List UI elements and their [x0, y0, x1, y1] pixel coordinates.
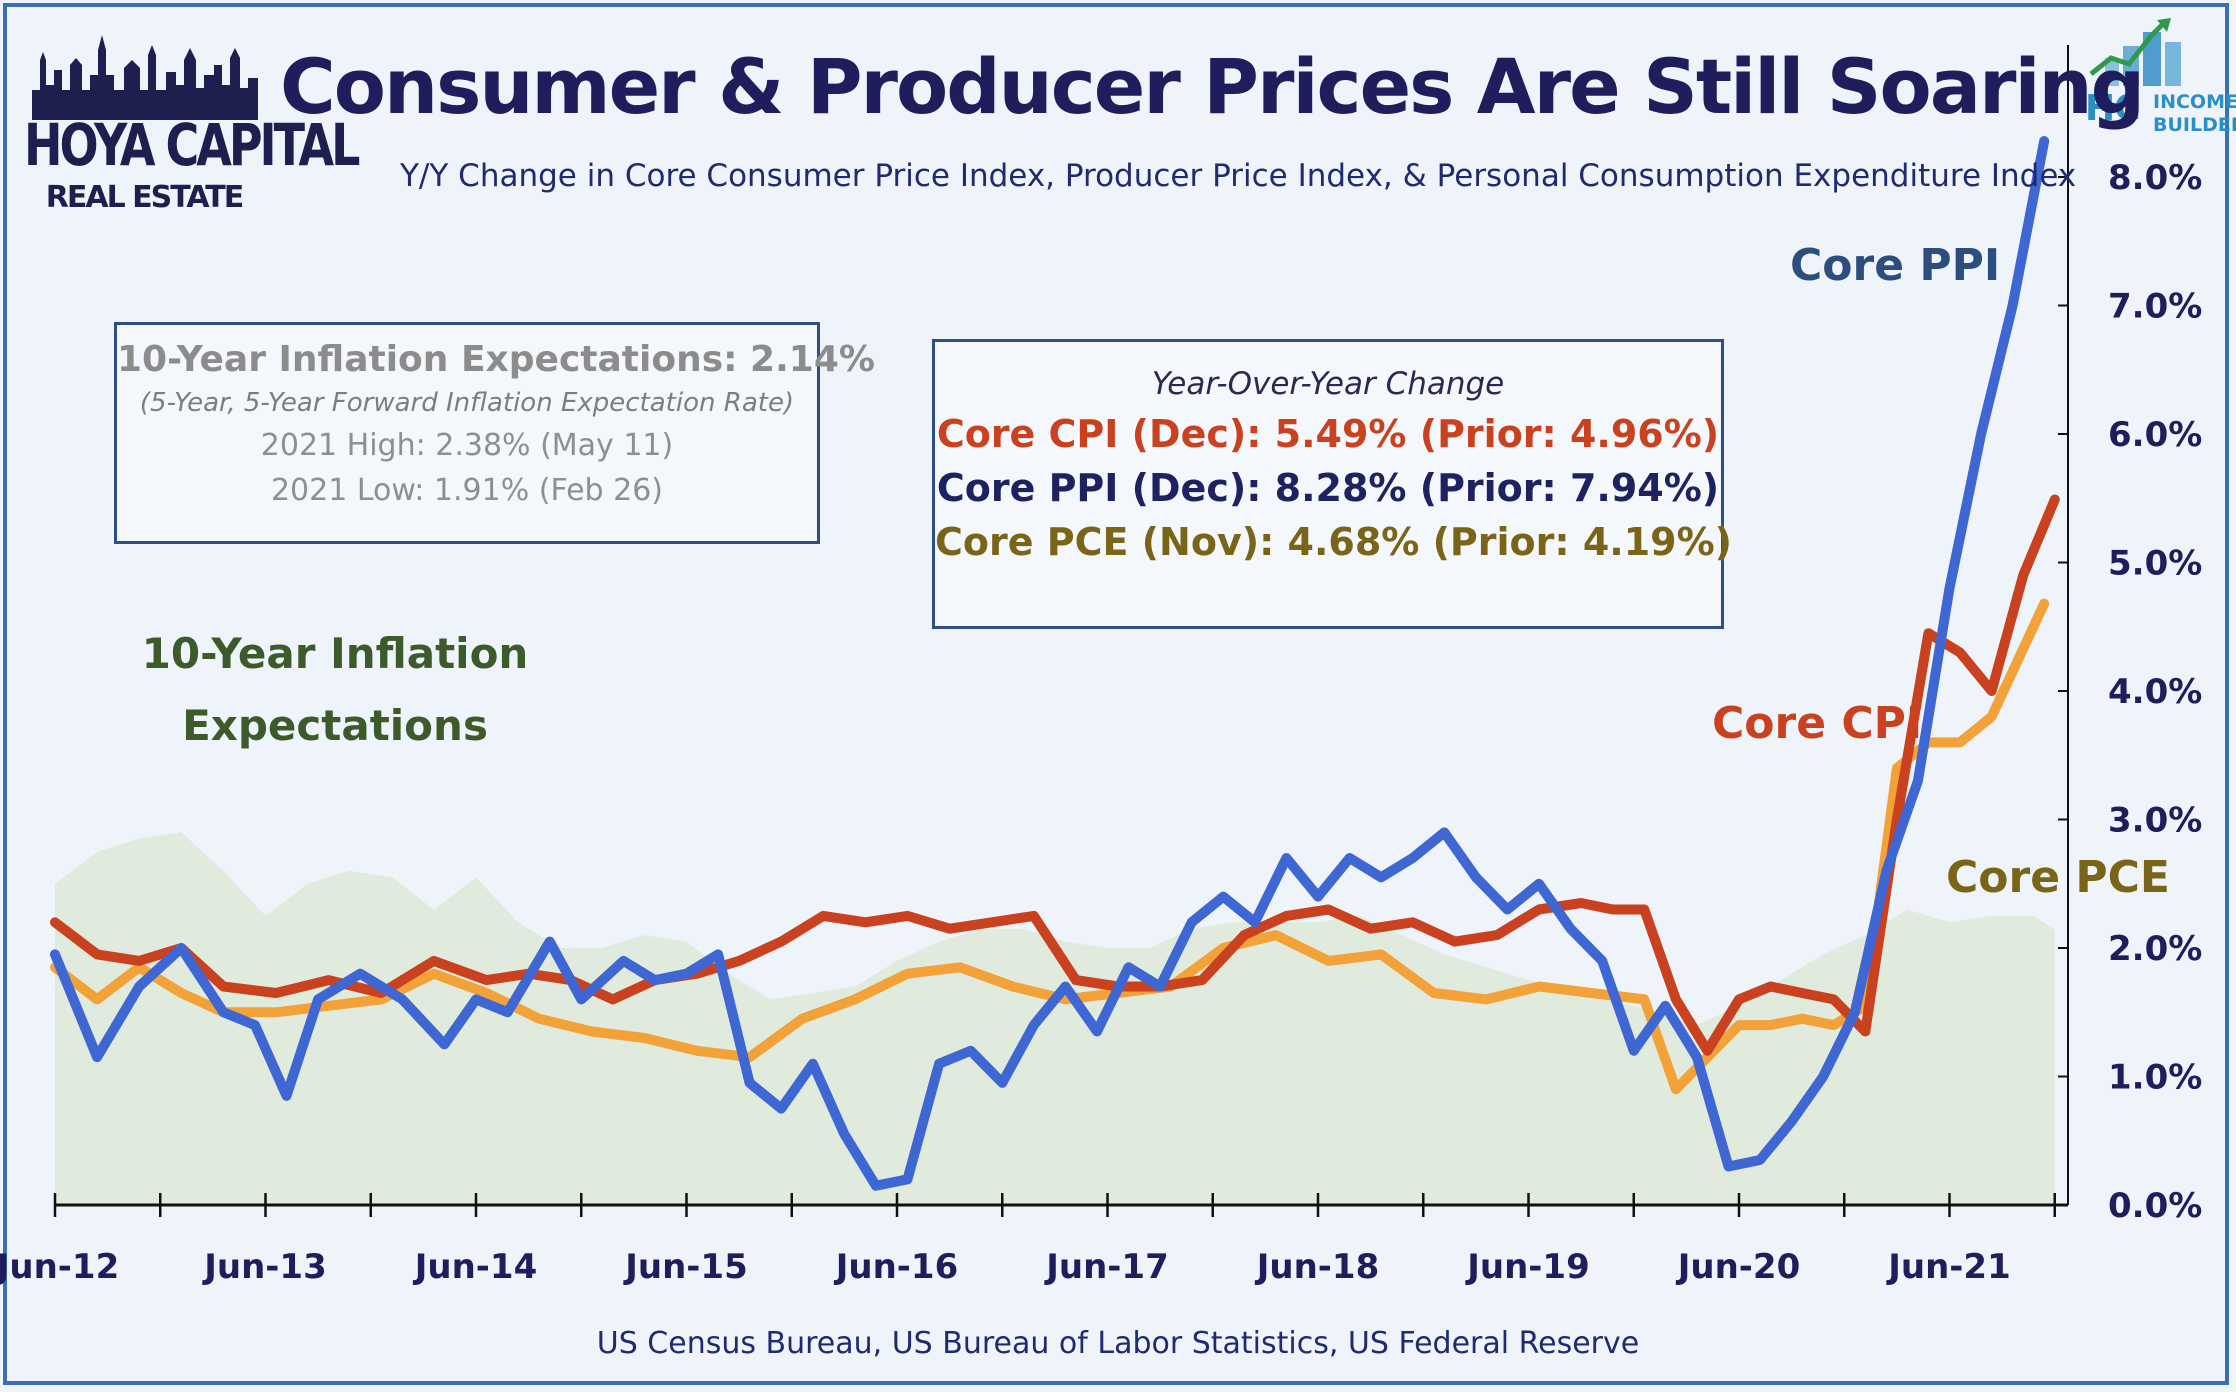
city-skyline-icon: [32, 35, 258, 120]
y-tick-label: 5.0%: [2108, 544, 2202, 584]
hoya-capital-logo: HOYA CAPITAL REAL ESTATE: [24, 30, 360, 215]
logo-title: HOYA CAPITAL: [24, 111, 360, 179]
cpi-series-label: Core CPI: [1712, 698, 1923, 749]
x-tick-label: Jun-19: [1465, 1247, 1590, 1287]
y-tick-label: 3.0%: [2108, 801, 2202, 841]
y-tick-label: 6.0%: [2108, 415, 2202, 455]
yoy-change-box: Year-Over-Year Change Core CPI (Dec): 5.…: [932, 339, 1733, 629]
y-tick-label: 4.0%: [2108, 672, 2202, 712]
logo-income: INCOME: [2153, 91, 2236, 113]
buildings-chart-icon: [2089, 18, 2181, 86]
yoy-ppi: Core PPI (Dec): 8.28% (Prior: 7.94%): [936, 466, 1720, 510]
x-tick-label: Jun-14: [413, 1247, 538, 1287]
logo-builder: BUILDER: [2153, 114, 2236, 136]
pce-series-label: Core PCE: [1946, 852, 2170, 903]
y-tick-label: 2.0%: [2108, 929, 2202, 969]
x-tick-label: Jun-13: [202, 1247, 327, 1287]
y-tick-label: 1.0%: [2108, 1058, 2202, 1098]
expectations-series-label: 10-Year Inflation Expectations: [141, 629, 529, 750]
income-builder-logo: HC INCOME BUILDER: [2085, 18, 2236, 136]
expectations-note: (5-Year, 5-Year Forward Inflation Expect…: [139, 388, 795, 418]
logo-hc: HC: [2085, 88, 2141, 129]
x-tick-label: Jun-18: [1255, 1247, 1380, 1287]
y-tick-label: 8.0%: [2108, 158, 2202, 198]
chart-source: US Census Bureau, US Bureau of Labor Sta…: [596, 1326, 1640, 1361]
x-tick-label: Jun-20: [1676, 1247, 1801, 1287]
y-tick-label: 7.0%: [2108, 287, 2202, 327]
yoy-heading: Year-Over-Year Change: [1151, 366, 1505, 402]
ppi-series-label: Core PPI: [1790, 240, 2001, 291]
x-tick-label: Jun-16: [834, 1247, 959, 1287]
yoy-cpi: Core CPI (Dec): 5.49% (Prior: 4.96%): [936, 412, 1720, 456]
logo-subtitle: REAL ESTATE: [45, 180, 244, 215]
expectations-high: 2021 High: 2.38% (May 11): [260, 428, 674, 463]
yoy-pce: Core PCE (Nov): 4.68% (Prior: 4.19%): [935, 520, 1733, 564]
expectations-info-box: 10-Year Inflation Expectations: 2.14% (5…: [114, 322, 875, 544]
x-tick-label: Jun-17: [1044, 1247, 1169, 1287]
expectations-area: [55, 832, 2055, 1205]
expectations-low: 2021 Low: 1.91% (Feb 26): [270, 473, 664, 508]
chart-title: Consumer & Producer Prices Are Still Soa…: [280, 42, 2145, 131]
ppi-line: [50, 136, 2050, 1191]
x-tick-label: Jun-21: [1886, 1247, 2011, 1287]
y-tick-label: 0.0%: [2108, 1186, 2202, 1226]
x-tick-label: Jun-15: [623, 1247, 748, 1287]
chart-subtitle: Y/Y Change in Core Consumer Price Index,…: [400, 158, 2077, 194]
x-tick-label: Jun-12: [0, 1247, 119, 1287]
expectations-headline: 10-Year Inflation Expectations: 2.14%: [117, 339, 875, 380]
